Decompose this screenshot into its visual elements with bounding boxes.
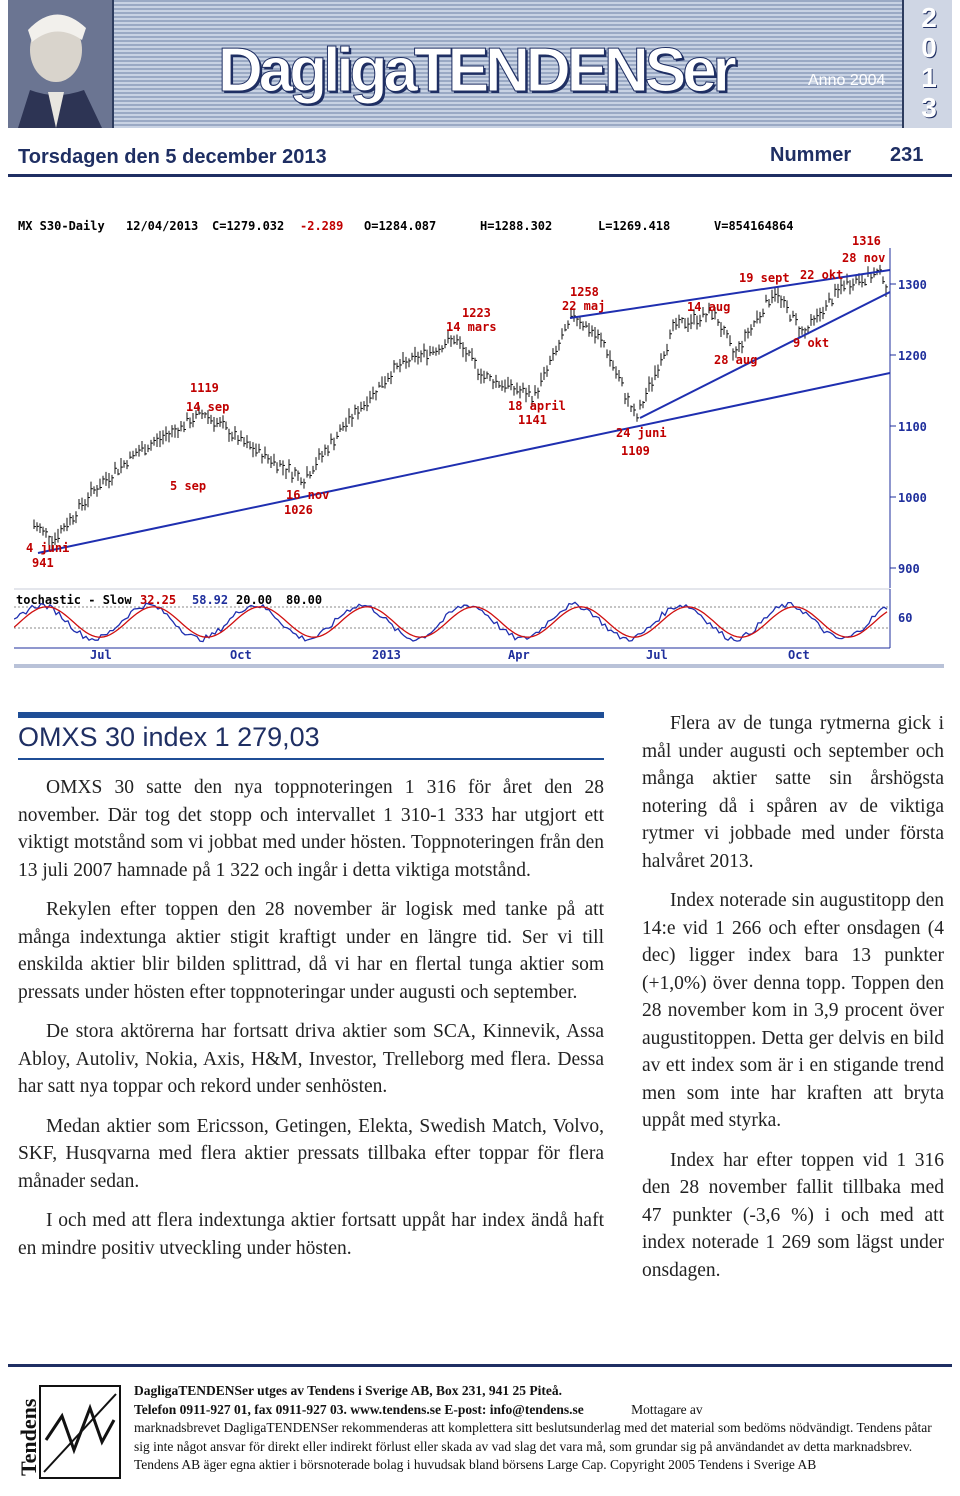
footer-disclaimer: marknadsbrevet DagligaTENDENSer rekommen… — [134, 1420, 932, 1472]
time-tick-label: Apr — [508, 648, 530, 662]
portrait-image — [8, 0, 114, 128]
time-tick-label: Jul — [90, 648, 112, 662]
chart-high: H=1288.302 — [480, 219, 552, 233]
annotation-label: 1141 — [518, 413, 547, 427]
annotation-label: 5 sep — [170, 479, 206, 493]
headline-bar — [18, 712, 604, 718]
tendens-logo: Tendens — [14, 1380, 126, 1484]
paragraph: De stora aktörerna har fortsatt driva ak… — [18, 1021, 604, 1097]
annotation-label: 22 okt — [800, 268, 843, 282]
annotation-label: 28 nov — [842, 251, 885, 265]
footer-contact-tail: Mottagare av — [631, 1401, 703, 1417]
article-headline: OMXS 30 index 1 279,03 — [18, 722, 320, 752]
paragraph: Index har efter toppen vid 1 316 den 28 … — [642, 1149, 944, 1281]
time-tick-label: 2013 — [372, 648, 401, 662]
chart-bottom-strip — [14, 664, 944, 668]
price-tick-label: 1300 — [898, 278, 927, 292]
price-tick-label: 1100 — [898, 420, 927, 434]
annotation-label: 4 juni — [26, 541, 69, 555]
annotation-label: 28 aug — [714, 353, 757, 367]
annotation-label: 18 april — [508, 399, 566, 413]
stochastic-label: tochastic - Slow — [16, 593, 132, 607]
long-trendline — [37, 372, 891, 554]
year-box: 2 0 1 3 — [902, 0, 952, 128]
paragraph: Flera av de tunga rytmerna gick i mål un… — [642, 713, 944, 872]
stochastic-value: 58.92 — [192, 593, 228, 607]
chart-change: -2.289 — [300, 219, 343, 233]
stochastic-d-line — [13, 606, 888, 638]
time-tick-label: Oct — [788, 648, 810, 662]
stochastic-axis-label: 60 — [898, 611, 912, 625]
time-tick-label: Jul — [646, 648, 668, 662]
issue-number: 231 — [890, 144, 924, 166]
year-digit: 2 — [921, 2, 937, 33]
chart-low: L=1269.418 — [598, 219, 670, 233]
annotation-label: 1119 — [190, 381, 219, 395]
footer-publisher-line: DagligaTENDENSer utges av Tendens i Sver… — [134, 1383, 563, 1398]
annotation-label: 14 aug — [687, 300, 730, 314]
footer-text: DagligaTENDENSer utges av Tendens i Sver… — [134, 1382, 944, 1475]
chart-svg: MX S30-Daily 12/04/2013 C=1279.032 -2.28… — [13, 219, 944, 668]
annotation-label: 1109 — [621, 444, 650, 458]
anno-label: Anno 2004 — [808, 72, 886, 89]
chart-volume: V=854164864 — [714, 219, 793, 233]
footer-contact-line: Telefon 0911-927 01, fax 0911-927 03. ww… — [134, 1401, 584, 1417]
chart-open: O=1284.087 — [364, 219, 436, 233]
annotation-label: 14 mars — [446, 320, 497, 334]
stochastic-value: 80.00 — [286, 593, 322, 607]
price-bars — [33, 264, 888, 550]
annotation-label: 14 sep — [186, 400, 229, 414]
year-digit: 3 — [921, 92, 937, 123]
masthead: DagligaTENDENSer Anno 2004 2 0 1 3 — [8, 0, 952, 128]
chart-date: 12/04/2013 — [126, 219, 198, 233]
annotation-label: 9 okt — [793, 336, 829, 350]
annotation-label: 22 maj — [562, 299, 605, 313]
annotation-label: 1316 — [852, 234, 881, 248]
headline-rule — [18, 758, 604, 760]
year-digit: 1 — [921, 62, 937, 93]
chart-symbol: MX S30-Daily — [18, 219, 105, 233]
support-trendline — [639, 291, 891, 419]
annotation-label: 1026 — [284, 503, 313, 517]
resistance-trendline — [569, 269, 891, 319]
logo-text: Tendens — [16, 1398, 41, 1476]
brand-title: DagligaTENDENSer — [218, 36, 738, 105]
annotation-label: 1223 — [462, 306, 491, 320]
annotation-label: 19 sept — [739, 271, 790, 285]
article-column-right: Flera av de tunga rytmerna gick i mål un… — [642, 710, 944, 1296]
issue-date: Torsdagen den 5 december 2013 — [18, 146, 327, 168]
annotation-label: 24 juni — [616, 426, 667, 440]
time-tick-label: Oct — [230, 648, 252, 662]
chart-close: C=1279.032 — [212, 219, 284, 233]
price-tick-label: 1200 — [898, 349, 927, 363]
article-column-left: OMXS 30 satte den nya toppnoteringen 1 3… — [18, 774, 604, 1274]
paragraph: Rekylen efter toppen den 28 november är … — [18, 899, 604, 1003]
issue-number-label: Nummer — [770, 144, 852, 166]
annotation-label: 1258 — [570, 285, 599, 299]
paragraph: Medan aktier som Ericsson, Getingen, Ele… — [18, 1115, 604, 1192]
annotation-label: 16 nov — [286, 488, 329, 502]
price-axis-ticks — [890, 283, 896, 569]
top-rule — [8, 174, 952, 177]
price-chart: MX S30-Daily 12/04/2013 C=1279.032 -2.28… — [13, 208, 944, 670]
annotation-label: 941 — [32, 556, 54, 570]
paragraph: Index noterade sin augustitopp den 14:e … — [642, 890, 944, 1131]
footer-rule — [8, 1364, 952, 1367]
price-tick-label: 900 — [898, 562, 920, 576]
price-tick-label: 1000 — [898, 491, 927, 505]
paragraph: OMXS 30 satte den nya toppnoteringen 1 3… — [18, 777, 604, 881]
paragraph: I och med att flera indextunga aktier fo… — [18, 1210, 604, 1259]
year-digit: 0 — [921, 32, 937, 63]
stochastic-value: 20.00 — [236, 593, 272, 607]
